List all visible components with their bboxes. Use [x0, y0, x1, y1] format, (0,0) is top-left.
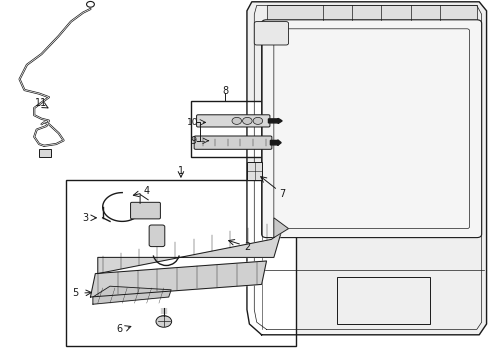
Polygon shape [90, 261, 266, 297]
FancyBboxPatch shape [254, 22, 288, 45]
FancyBboxPatch shape [196, 115, 269, 127]
Text: 8: 8 [222, 86, 227, 96]
Circle shape [156, 316, 171, 327]
FancyArrow shape [270, 140, 281, 145]
Circle shape [253, 117, 262, 125]
FancyArrow shape [268, 118, 282, 123]
Text: 5: 5 [73, 288, 79, 298]
FancyBboxPatch shape [194, 136, 271, 149]
Text: 11: 11 [35, 98, 48, 108]
Polygon shape [273, 218, 288, 238]
Bar [39, 149, 51, 157]
Text: 6: 6 [117, 324, 122, 334]
Polygon shape [98, 232, 281, 274]
FancyBboxPatch shape [261, 20, 481, 238]
Polygon shape [93, 286, 171, 304]
FancyBboxPatch shape [149, 225, 164, 247]
Text: 7: 7 [279, 189, 285, 199]
Polygon shape [246, 2, 486, 335]
Text: 1: 1 [178, 166, 183, 176]
Bar [190, 101, 278, 157]
Circle shape [242, 117, 252, 125]
Text: 9: 9 [190, 136, 196, 146]
Bar [247, 162, 262, 180]
Circle shape [231, 117, 241, 125]
FancyBboxPatch shape [130, 202, 160, 219]
Text: 4: 4 [143, 186, 149, 196]
Text: 2: 2 [244, 242, 249, 252]
Text: 3: 3 [82, 213, 88, 223]
Polygon shape [266, 5, 476, 20]
Text: 10: 10 [187, 118, 199, 127]
Bar [337, 277, 429, 324]
Bar [66, 180, 295, 346]
